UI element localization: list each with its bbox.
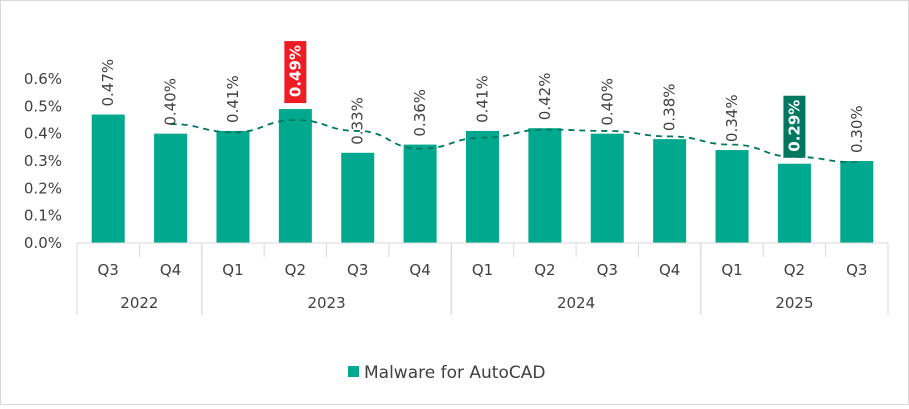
data-labels: 0.47% 0.40% 0.41% 0.49% 0.33% 0.36% 0.41% 0.42%… (99, 41, 866, 158)
bar (777, 163, 811, 243)
highlight-label-box (783, 95, 806, 158)
bar (466, 130, 499, 243)
y-tick-label: 0.4% (24, 125, 62, 143)
year-group-label: 2024 (557, 294, 595, 312)
data-label: 0.41% (474, 75, 492, 123)
data-label: 0.40% (162, 78, 180, 126)
data-label: 0.41% (224, 75, 242, 123)
y-axis: 0.0% 0.1% 0.2% 0.3% 0.4% 0.5% 0.6% (24, 70, 62, 252)
data-label: 0.49% (286, 45, 304, 97)
data-label: 0.47% (99, 59, 117, 107)
y-tick-label: 0.3% (24, 152, 62, 170)
x-tick-label: Q4 (160, 261, 181, 279)
x-tick-label: Q3 (846, 261, 867, 279)
data-label: 0.34% (723, 94, 741, 142)
bar (840, 161, 874, 243)
highlight-label-box (284, 41, 307, 104)
y-tick-label: 0.2% (24, 179, 62, 197)
data-label: 0.42% (536, 73, 554, 121)
bar (528, 128, 562, 243)
trendline-path (170, 119, 857, 164)
x-tick-label: Q3 (597, 261, 618, 279)
y-tick-label: 0.0% (24, 234, 62, 252)
trendline (170, 119, 857, 164)
bar (154, 133, 188, 243)
bars (91, 109, 874, 244)
legend-label: Malware for AutoCAD (364, 363, 545, 383)
x-tick-label: Q1 (472, 261, 493, 279)
x-tick-label: Q1 (721, 261, 742, 279)
x-tick-label: Q4 (659, 261, 680, 279)
y-tick-label: 0.5% (24, 97, 62, 115)
bar (91, 114, 125, 244)
bar (590, 133, 624, 243)
x-tick-label: Q3 (98, 261, 119, 279)
bar (216, 130, 250, 243)
legend: Malware for AutoCAD (348, 363, 545, 383)
data-label: 0.30% (848, 105, 866, 153)
data-label: 0.38% (661, 83, 679, 131)
bar (403, 144, 437, 243)
bar (715, 150, 749, 243)
x-tick-label: Q3 (347, 261, 368, 279)
data-label: 0.40% (598, 78, 616, 126)
x-tick-label: Q4 (409, 261, 430, 279)
y-tick-label: 0.1% (24, 207, 62, 225)
data-label: 0.29% (785, 100, 803, 152)
x-tick-label: Q2 (285, 261, 306, 279)
x-tick-label: Q1 (222, 261, 243, 279)
y-tick-label: 0.6% (24, 70, 62, 88)
year-group-label: 2025 (775, 294, 813, 312)
year-group-label: 2022 (120, 294, 158, 312)
bar (341, 152, 375, 243)
x-tick-label: Q2 (534, 261, 555, 279)
x-tick-label: Q2 (784, 261, 805, 279)
legend-swatch (348, 366, 359, 377)
year-group-label: 2023 (307, 294, 345, 312)
bar (653, 139, 687, 243)
data-label: 0.33% (349, 97, 367, 145)
data-label: 0.36% (411, 89, 429, 137)
bar (278, 109, 312, 243)
